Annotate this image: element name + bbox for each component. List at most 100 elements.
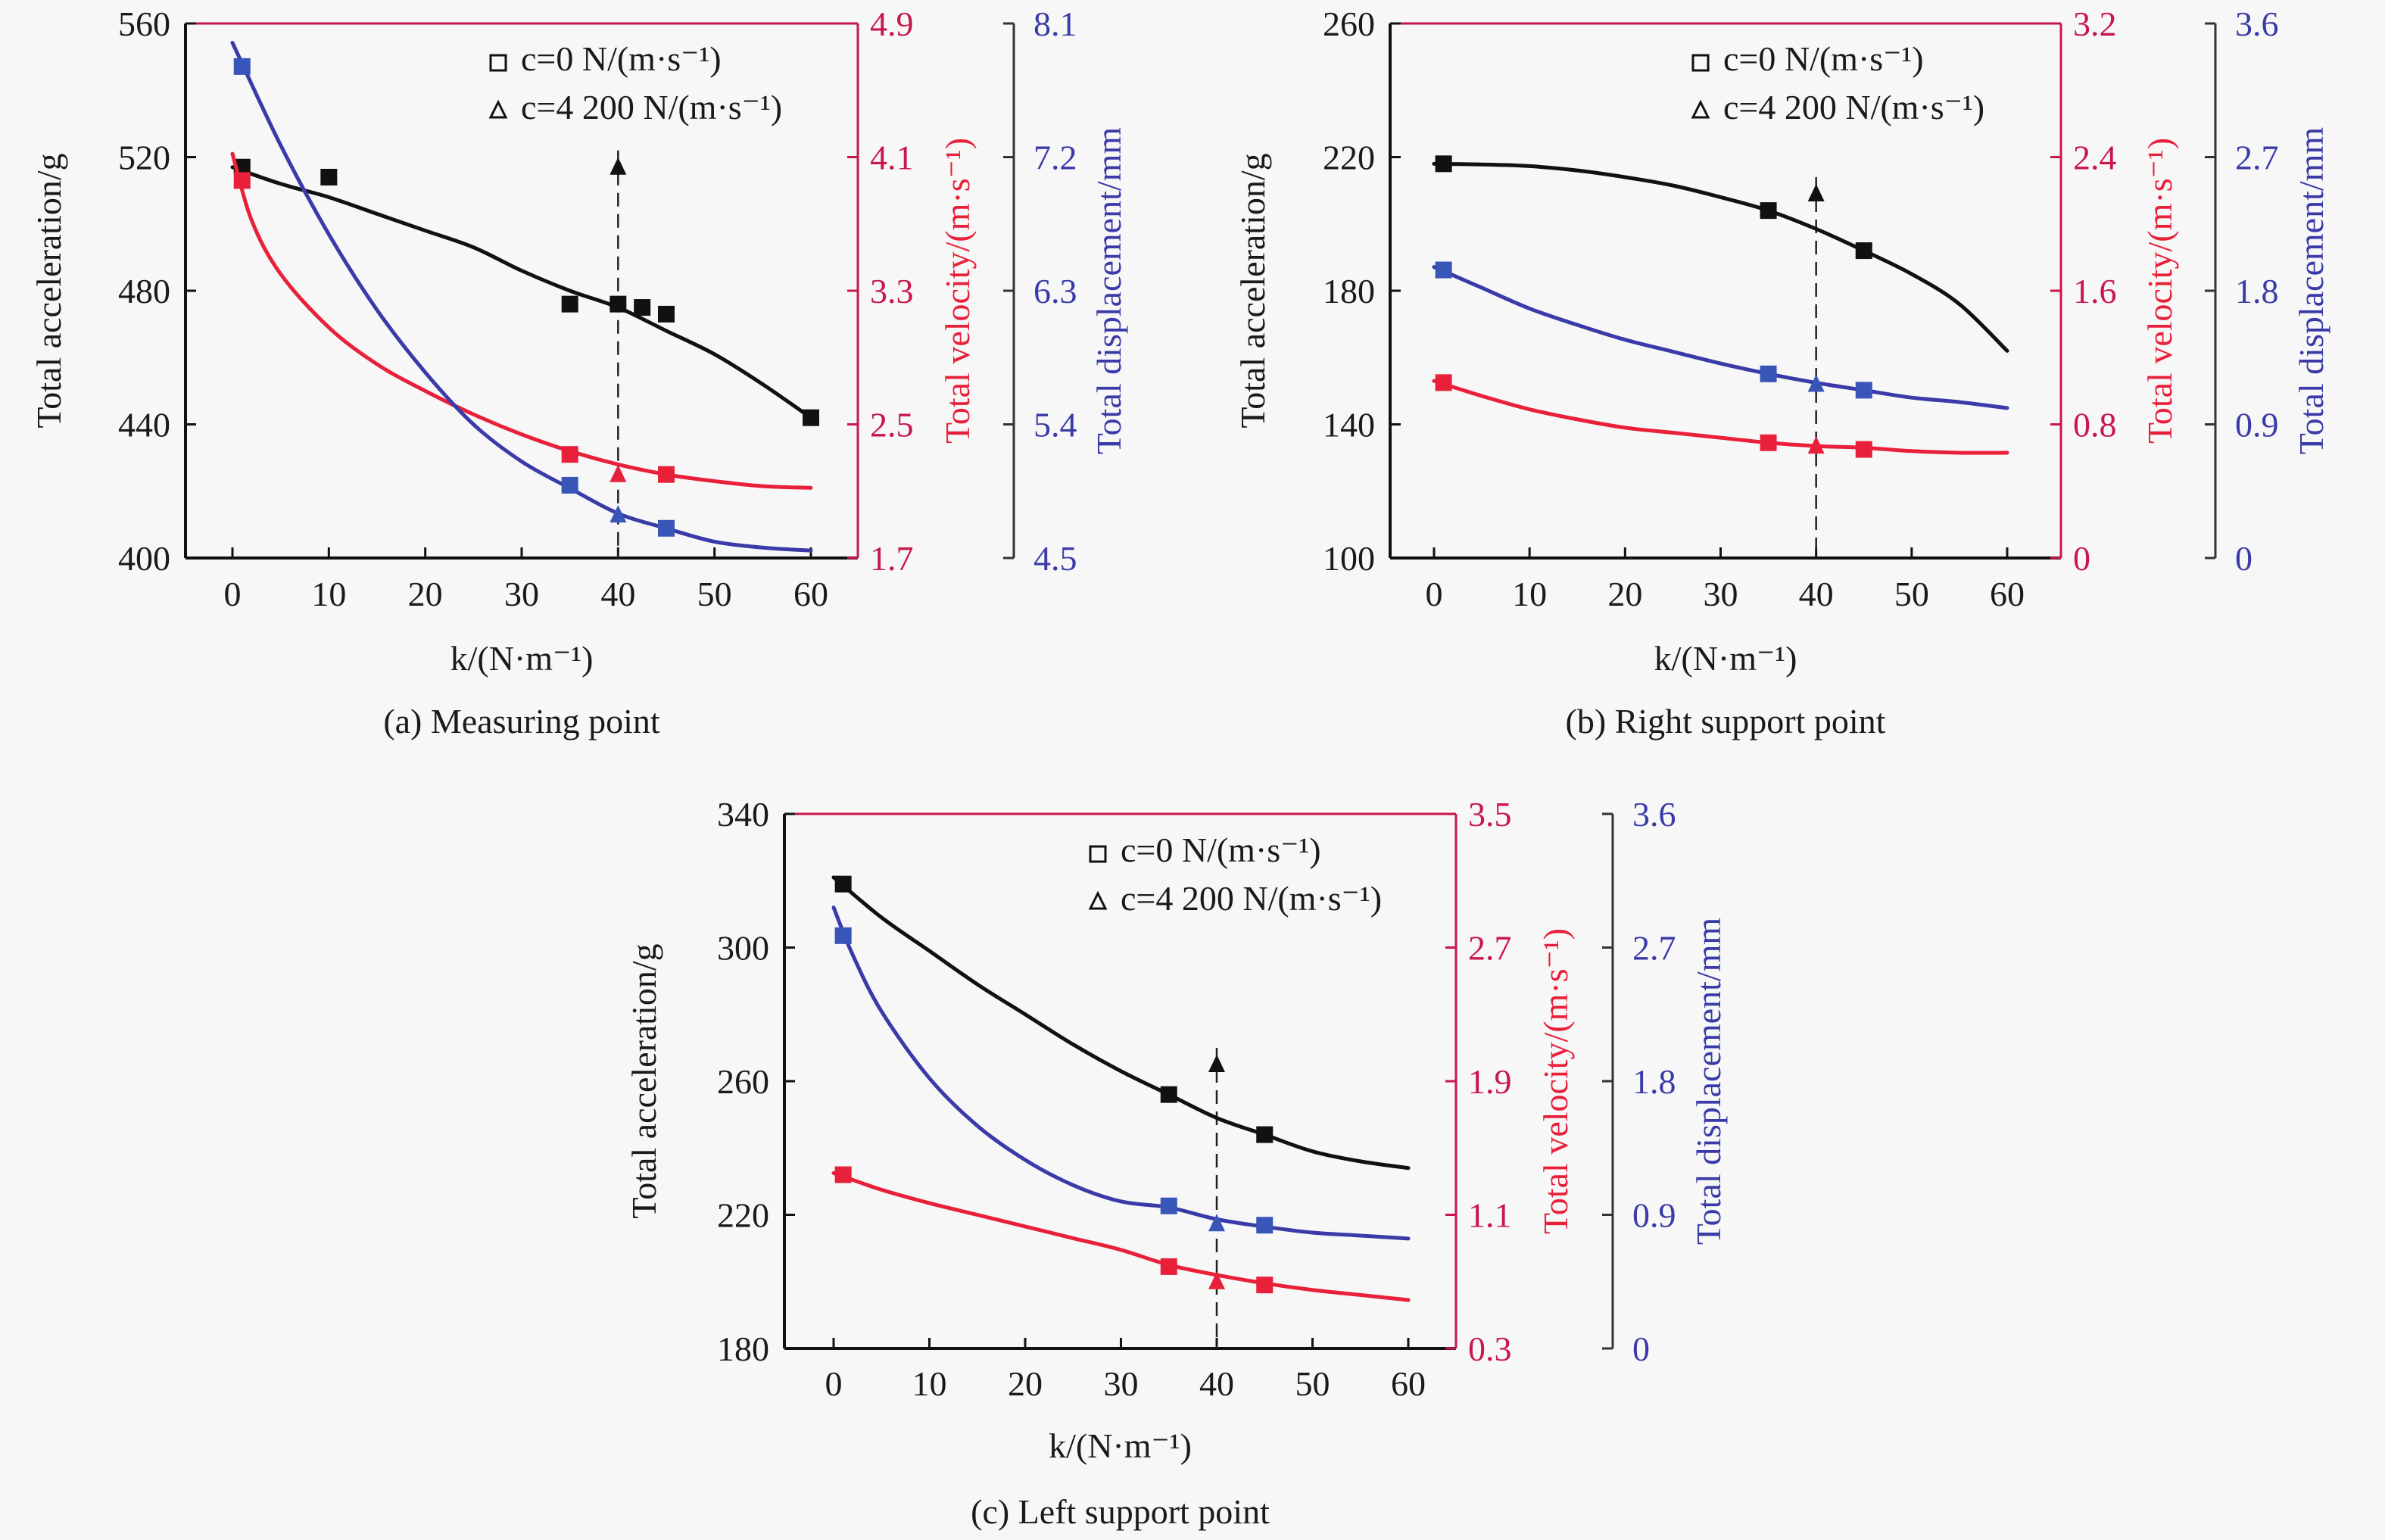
displacement-square-marker bbox=[233, 58, 251, 75]
legend-triangle-icon bbox=[1691, 99, 1710, 119]
acceleration-curve bbox=[831, 875, 1411, 1171]
velocity-triangle-marker bbox=[1208, 1271, 1225, 1289]
y-tick-label-displacement: 8.1 bbox=[1034, 5, 1077, 43]
y-axis-title-displacement: Total displacement/mm bbox=[1689, 918, 1728, 1245]
displacement-triangle-marker bbox=[610, 505, 627, 523]
y-tick-label-velocity: 2.4 bbox=[2073, 139, 2117, 177]
y-tick-label-left: 260 bbox=[717, 1062, 769, 1101]
x-tick-label: 50 bbox=[1295, 1364, 1330, 1403]
legend-square-icon bbox=[1089, 845, 1107, 863]
acceleration-triangle-marker bbox=[1208, 1054, 1225, 1072]
displacement-triangle-marker bbox=[1807, 374, 1825, 392]
acceleration-square-marker bbox=[834, 875, 852, 893]
y-tick-label-displacement: 0.9 bbox=[1632, 1196, 1676, 1235]
displacement-square-marker bbox=[1435, 261, 1452, 279]
legend: c=0 N/(m·s⁻¹) c=4 200 N/(m·s⁻¹) bbox=[488, 39, 782, 126]
acceleration-square-marker bbox=[658, 305, 675, 323]
velocity-square-marker bbox=[233, 172, 251, 189]
displacement-square-marker bbox=[1160, 1197, 1177, 1214]
y-tick-label-left: 440 bbox=[118, 406, 170, 444]
y-tick-label-displacement: 3.6 bbox=[1632, 795, 1676, 834]
acceleration-square-marker bbox=[320, 168, 338, 185]
y-tick-label-displacement: 3.6 bbox=[2235, 5, 2279, 43]
y-tick-label-displacement: 4.5 bbox=[1034, 539, 1077, 578]
y-tick-label-velocity: 2.5 bbox=[870, 406, 914, 444]
y-tick-label-velocity: 3.5 bbox=[1468, 795, 1512, 834]
velocity-square-marker bbox=[1160, 1258, 1177, 1275]
y-tick-label-left: 220 bbox=[1323, 139, 1375, 177]
acceleration-triangle-marker bbox=[1807, 184, 1825, 202]
legend-triangle-icon bbox=[488, 99, 508, 119]
y-tick-label-velocity: 1.9 bbox=[1468, 1062, 1512, 1101]
velocity-square-marker bbox=[834, 1166, 852, 1183]
acceleration-square-marker bbox=[1256, 1126, 1274, 1143]
acceleration-square-marker bbox=[1435, 155, 1452, 173]
displacement-square-marker bbox=[1256, 1217, 1274, 1234]
x-tick-label: 10 bbox=[311, 575, 346, 613]
displacement-square-marker bbox=[561, 476, 578, 494]
x-tick-label: 60 bbox=[1990, 575, 2025, 613]
x-tick-label: 60 bbox=[1391, 1364, 1426, 1403]
x-tick-label: 50 bbox=[1894, 575, 1929, 613]
x-tick-label: 0 bbox=[825, 1364, 843, 1403]
displacement-curve bbox=[230, 40, 813, 553]
x-tick-label: 0 bbox=[224, 575, 242, 613]
x-tick-label: 10 bbox=[912, 1364, 947, 1403]
x-tick-label: 0 bbox=[1426, 575, 1443, 613]
x-tick-label: 60 bbox=[793, 575, 828, 613]
panel-left-support-point: 0 10 20 30 40 50 60 180 220 260 300 340 0.3 1.1 1.9 2.7… bbox=[625, 795, 1728, 1531]
y-tick-label-velocity: 0.8 bbox=[2073, 406, 2117, 444]
displacement-square-marker bbox=[658, 519, 675, 537]
y-tick-label-displacement: 6.3 bbox=[1034, 272, 1077, 310]
legend: c=0 N/(m·s⁻¹) c=4 200 N/(m·s⁻¹) bbox=[1088, 831, 1382, 918]
x-tick-label: 40 bbox=[1199, 1364, 1234, 1403]
y-tick-label-left: 180 bbox=[717, 1330, 769, 1368]
acceleration-square-marker bbox=[803, 409, 819, 426]
y-tick-label-displacement: 2.7 bbox=[1632, 929, 1676, 968]
displacement-square-marker bbox=[1760, 365, 1777, 382]
acceleration-square-marker bbox=[610, 295, 627, 313]
y-tick-label-velocity: 2.7 bbox=[1468, 929, 1512, 968]
legend: c=0 N/(m·s⁻¹) c=4 200 N/(m·s⁻¹) bbox=[1691, 39, 1984, 126]
displacement-curve bbox=[831, 906, 1411, 1241]
y-tick-label-displacement: 1.8 bbox=[2235, 272, 2279, 310]
y-tick-label-displacement: 0 bbox=[2235, 539, 2252, 578]
y-tick-label-velocity: 1.7 bbox=[870, 539, 914, 578]
acceleration-curve bbox=[230, 165, 813, 420]
panel-measuring-point: 0 10 20 30 40 50 60 400 440 480 520 560 1.7 2.5 3.3 4.1… bbox=[30, 5, 1128, 740]
y-axis-title-velocity: Total velocity/(m·s⁻¹) bbox=[2140, 138, 2179, 444]
displacement-curve bbox=[1432, 265, 2009, 410]
x-tick-label: 40 bbox=[1799, 575, 1834, 613]
x-axis-title: k/(N·m⁻¹) bbox=[450, 639, 594, 678]
panel-caption: (a) Measuring point bbox=[383, 702, 660, 740]
velocity-square-marker bbox=[1256, 1277, 1274, 1294]
acceleration-square-marker bbox=[634, 299, 651, 316]
y-tick-label-displacement: 1.8 bbox=[1632, 1062, 1676, 1101]
y-tick-label-left: 520 bbox=[118, 139, 170, 177]
y-tick-label-left: 300 bbox=[717, 929, 769, 968]
legend-label-c4200: c=4 200 N/(m·s⁻¹) bbox=[1121, 879, 1382, 918]
displacement-square-marker bbox=[1855, 382, 1872, 399]
velocity-curve bbox=[1432, 379, 2009, 455]
legend-label-c4200: c=4 200 N/(m·s⁻¹) bbox=[521, 88, 782, 126]
x-tick-label: 20 bbox=[408, 575, 443, 613]
x-tick-label: 30 bbox=[504, 575, 539, 613]
panel-right-support-point: 0 10 20 30 40 50 60 100 140 180 220 260 0 0.8 1.6 2.4 3.… bbox=[1233, 5, 2330, 740]
acceleration-triangle-marker bbox=[610, 157, 627, 175]
legend-label-c0: c=0 N/(m·s⁻¹) bbox=[1723, 39, 1924, 78]
legend-label-c0: c=0 N/(m·s⁻¹) bbox=[1121, 831, 1321, 869]
y-tick-label-left: 140 bbox=[1323, 406, 1375, 444]
y-tick-label-velocity: 0 bbox=[2073, 539, 2090, 578]
y-axis-title-velocity: Total velocity/(m·s⁻¹) bbox=[1536, 928, 1575, 1234]
x-tick-label: 20 bbox=[1008, 1364, 1043, 1403]
acceleration-square-marker bbox=[1160, 1086, 1177, 1103]
velocity-square-marker bbox=[658, 466, 675, 483]
x-tick-label: 30 bbox=[1704, 575, 1738, 613]
velocity-curve bbox=[831, 1171, 1411, 1302]
x-axis-title: k/(N·m⁻¹) bbox=[1049, 1426, 1192, 1465]
y-axis-title-acceleration: Total acceleration/g bbox=[30, 153, 68, 428]
x-tick-label: 40 bbox=[600, 575, 635, 613]
acceleration-square-marker bbox=[561, 295, 578, 313]
